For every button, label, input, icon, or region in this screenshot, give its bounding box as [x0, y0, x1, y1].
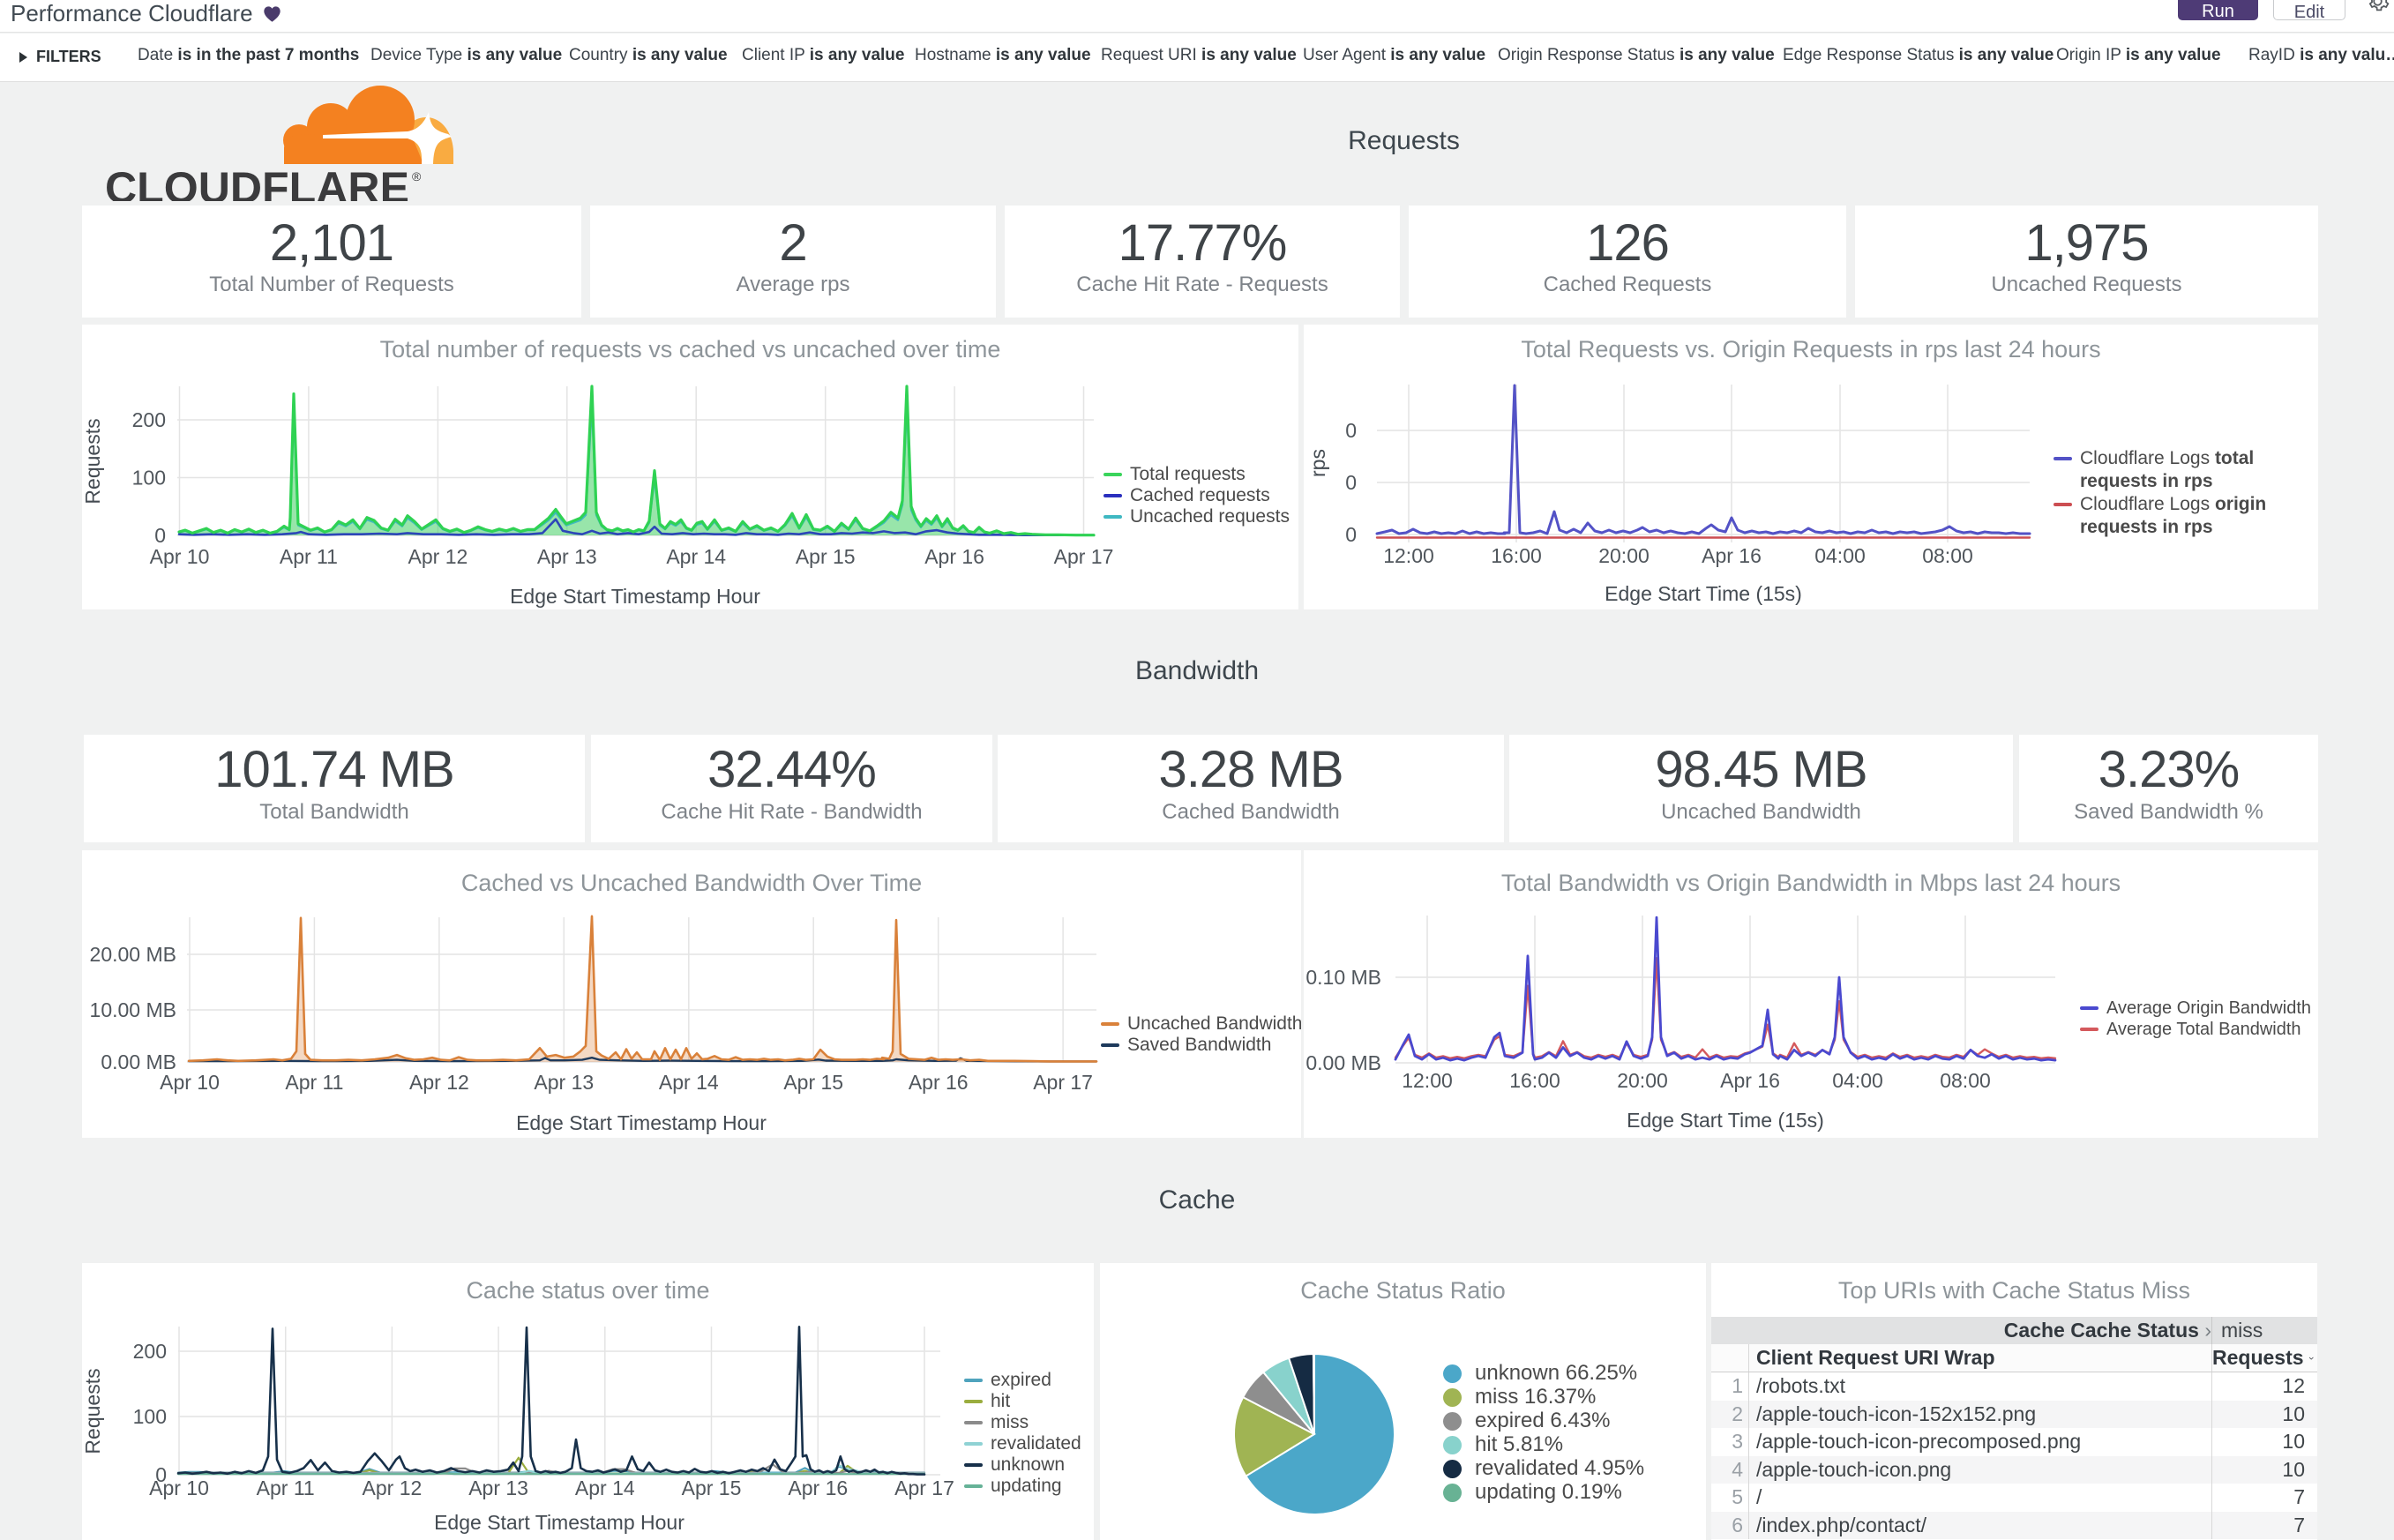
svg-text:20:00: 20:00: [1617, 1069, 1668, 1092]
svg-text:Apr 11: Apr 11: [257, 1476, 315, 1499]
svg-text:Apr 16: Apr 16: [788, 1476, 848, 1499]
svg-text:Apr 10: Apr 10: [150, 545, 210, 568]
svg-text:®: ®: [412, 169, 422, 183]
svg-text:200: 200: [132, 408, 166, 431]
svg-text:Apr 11: Apr 11: [280, 545, 338, 568]
svg-text:Requests: Requests: [82, 418, 104, 504]
svg-text:rps: rps: [1306, 449, 1329, 477]
svg-text:Apr 15: Apr 15: [783, 1071, 843, 1094]
svg-text:Apr 15: Apr 15: [796, 545, 856, 568]
svg-text:Apr 16: Apr 16: [924, 545, 984, 568]
svg-text:200: 200: [133, 1340, 167, 1363]
svg-text:04:00: 04:00: [1814, 544, 1866, 567]
svg-text:Edge Start Time (15s): Edge Start Time (15s): [1627, 1109, 1824, 1132]
svg-text:100: 100: [133, 1405, 167, 1428]
svg-text:Apr 16: Apr 16: [1720, 1069, 1780, 1092]
svg-text:12:00: 12:00: [1383, 544, 1434, 567]
svg-text:08:00: 08:00: [1940, 1069, 1991, 1092]
svg-text:08:00: 08:00: [1922, 544, 1973, 567]
svg-text:Apr 17: Apr 17: [1033, 1071, 1093, 1094]
svg-text:0.10 MB: 0.10 MB: [1305, 966, 1381, 989]
svg-text:16:00: 16:00: [1491, 544, 1542, 567]
svg-text:Apr 17: Apr 17: [894, 1476, 954, 1499]
svg-text:0.00 MB: 0.00 MB: [1305, 1051, 1381, 1074]
svg-text:20.00 MB: 20.00 MB: [90, 943, 176, 966]
svg-text:Apr 16: Apr 16: [909, 1071, 969, 1094]
svg-text:Edge Start Time (15s): Edge Start Time (15s): [1605, 582, 1802, 605]
svg-text:Apr 13: Apr 13: [537, 545, 597, 568]
svg-text:Apr 13: Apr 13: [468, 1476, 528, 1499]
svg-text:Edge Start Timestamp Hour: Edge Start Timestamp Hour: [510, 585, 760, 608]
svg-text:Apr 12: Apr 12: [363, 1476, 423, 1499]
svg-text:Edge Start Timestamp Hour: Edge Start Timestamp Hour: [434, 1511, 685, 1534]
svg-text:Apr 10: Apr 10: [149, 1476, 209, 1499]
svg-text:Requests: Requests: [82, 1368, 104, 1454]
svg-text:12:00: 12:00: [1402, 1069, 1453, 1092]
svg-text:Apr 11: Apr 11: [285, 1071, 343, 1094]
svg-text:Apr 16: Apr 16: [1702, 544, 1762, 567]
svg-text:Apr 14: Apr 14: [659, 1071, 719, 1094]
svg-text:Apr 10: Apr 10: [160, 1071, 220, 1094]
svg-text:0: 0: [1345, 471, 1357, 494]
svg-text:16:00: 16:00: [1509, 1069, 1560, 1092]
svg-text:Apr 14: Apr 14: [575, 1476, 635, 1499]
svg-text:10.00 MB: 10.00 MB: [90, 998, 176, 1021]
svg-text:Apr 12: Apr 12: [409, 1071, 469, 1094]
svg-text:100: 100: [132, 467, 166, 490]
svg-text:20:00: 20:00: [1598, 544, 1650, 567]
svg-text:CLOUDFLARE: CLOUDFLARE: [105, 163, 409, 201]
svg-text:Apr 12: Apr 12: [408, 545, 468, 568]
svg-text:Apr 14: Apr 14: [666, 545, 726, 568]
svg-text:Apr 17: Apr 17: [1054, 545, 1114, 568]
svg-text:Apr 15: Apr 15: [682, 1476, 742, 1499]
svg-text:Edge Start Timestamp Hour: Edge Start Timestamp Hour: [516, 1111, 767, 1134]
svg-text:04:00: 04:00: [1832, 1069, 1883, 1092]
svg-text:0: 0: [154, 524, 166, 547]
svg-text:Apr 13: Apr 13: [534, 1071, 594, 1094]
svg-text:0.00 MB: 0.00 MB: [101, 1050, 176, 1073]
svg-text:0: 0: [1345, 419, 1357, 442]
svg-text:0: 0: [155, 1463, 167, 1486]
svg-text:0: 0: [1345, 523, 1357, 546]
